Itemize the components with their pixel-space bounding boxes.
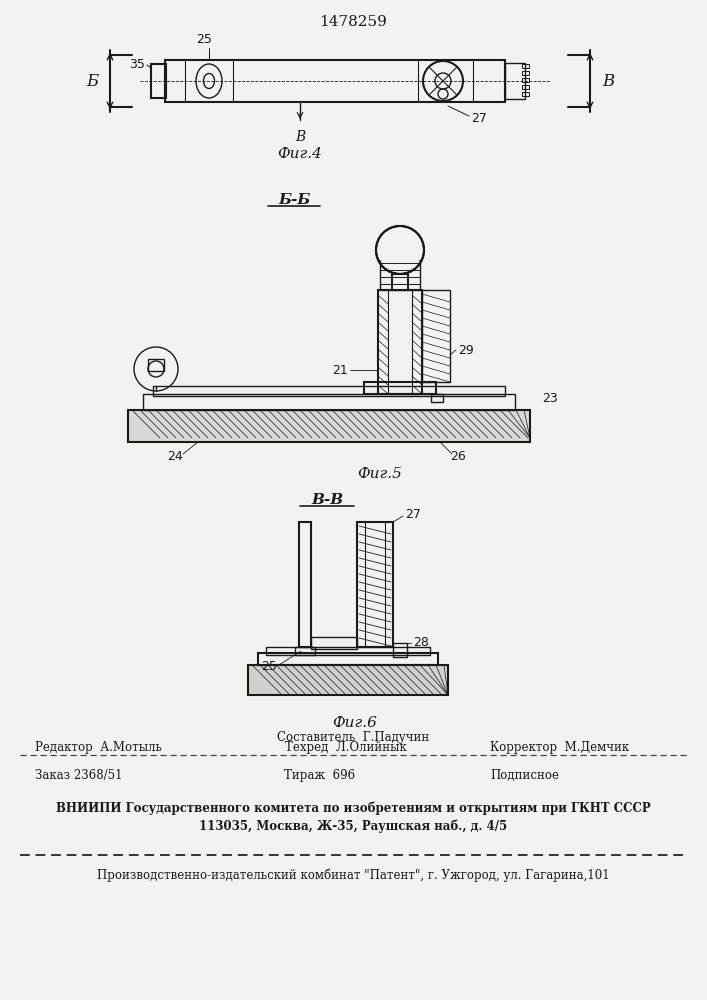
Text: ВНИИПИ Государственного комитета по изобретениям и открытиям при ГКНТ СССР: ВНИИПИ Государственного комитета по изоб… (56, 801, 650, 815)
Bar (128, 410, 530, 442)
Bar (295, 647, 315, 655)
Text: Техред  Л.Олийнык: Техред Л.Олийнык (285, 742, 407, 754)
Bar (311, 637, 357, 649)
Text: 27: 27 (405, 508, 421, 520)
Text: В-В: В-В (311, 493, 343, 507)
Circle shape (378, 228, 422, 272)
Bar (248, 665, 448, 695)
Text: Редактор  А.Мотыль: Редактор А.Мотыль (35, 742, 162, 754)
Text: Фиг.4: Фиг.4 (278, 147, 322, 161)
Bar (151, 64, 166, 98)
Text: Подписное: Подписное (490, 768, 559, 782)
Bar (378, 290, 422, 394)
Bar (505, 63, 525, 99)
Text: 28: 28 (413, 637, 429, 650)
Text: Б: Б (86, 73, 98, 90)
Text: Б-Б: Б-Б (279, 193, 311, 207)
Text: Производственно-издательский комбинат "Патент", г. Ужгород, ул. Гагарина,101: Производственно-издательский комбинат "П… (97, 868, 609, 882)
Text: 21: 21 (332, 363, 348, 376)
Bar (393, 643, 407, 657)
Bar (165, 60, 505, 102)
Text: 25: 25 (196, 33, 212, 46)
Bar (522, 92, 529, 96)
Text: 26: 26 (450, 450, 466, 462)
Bar (522, 85, 529, 89)
Bar (258, 653, 438, 665)
Text: 113035, Москва, Ж-35, Раушская наб., д. 4/5: 113035, Москва, Ж-35, Раушская наб., д. … (199, 819, 507, 833)
Bar (153, 386, 505, 396)
Bar (148, 359, 164, 371)
Text: Корректор  М.Демчик: Корректор М.Демчик (490, 742, 629, 754)
Text: Заказ 2368/51: Заказ 2368/51 (35, 768, 122, 782)
Bar (266, 647, 430, 655)
Bar (364, 382, 436, 394)
Bar (143, 394, 515, 410)
Text: 23: 23 (542, 391, 558, 404)
Bar (522, 64, 529, 68)
Text: Составитель  Г.Падучин: Составитель Г.Падучин (277, 732, 429, 744)
Bar (431, 394, 443, 402)
Text: Фиг.5: Фиг.5 (358, 467, 402, 481)
Bar (380, 260, 420, 290)
Text: В: В (602, 73, 614, 90)
Text: 25: 25 (261, 660, 277, 674)
Bar (357, 522, 393, 647)
Bar (422, 290, 450, 382)
Bar (522, 78, 529, 82)
Text: 27: 27 (471, 111, 487, 124)
Text: 29: 29 (458, 344, 474, 357)
Text: 35: 35 (129, 58, 145, 72)
Bar (392, 274, 408, 290)
Text: В: В (295, 130, 305, 144)
Bar (522, 71, 529, 75)
Text: Тираж  696: Тираж 696 (284, 768, 356, 782)
Bar (299, 522, 311, 647)
Text: 1478259: 1478259 (319, 15, 387, 29)
Text: 24: 24 (168, 450, 183, 462)
Text: Фиг.6: Фиг.6 (332, 716, 378, 730)
